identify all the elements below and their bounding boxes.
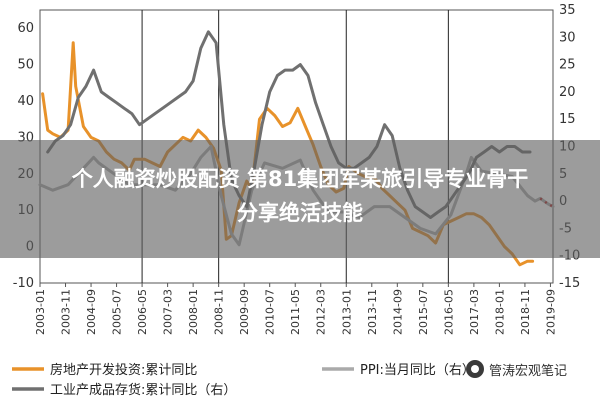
left-y-tick-6: 50 [17,58,34,73]
x-tick-label-18: 2018-01 [493,289,506,335]
x-tick-label-6: 2008-01 [187,289,200,335]
right-y-tick-10: 35 [559,3,576,18]
legend-label-0: 房地产开发投资:累计同比 [50,362,197,378]
banner-line-2: 分享绝活技能 [237,201,363,225]
x-tick-label-20: 2019-09 [544,289,557,335]
x-ticks: 2003-01 2003-11 2004-09 2005-07 2006-05 2007-… [34,283,557,335]
x-tick-label-17: 2017-03 [468,289,481,335]
x-tick-label-14: 2014-09 [391,289,404,335]
banner-text: 个人融资炒股配资 第81集团军某旅引导专业骨干 分享绝活技能 [10,162,590,230]
right-y-tick-0: -15 [559,276,580,291]
banner-line-1: 个人融资炒股配资 第81集团军某旅引导专业骨干 [71,167,529,191]
right-y-tick-9: 30 [559,30,576,45]
overlay-banner: 个人融资炒股配资 第81集团军某旅引导专业骨干 分享绝活技能 [0,140,600,258]
left-y-tick-5: 40 [17,94,34,109]
right-y-tick-8: 25 [559,58,576,73]
x-tick-label-7: 2008-11 [213,289,226,335]
watermark: 管涛宏观笔记 [466,358,568,380]
x-tick-label-11: 2012-03 [315,289,328,335]
right-y-tick-7: 20 [559,85,576,100]
wechat-icon [466,360,484,378]
x-tick-label-1: 2003-11 [60,289,73,335]
x-tick-label-8: 2009-09 [238,289,251,335]
legend: 房地产开发投资:累计同比 PPI:当月同比（右） 工业产成品存货:累计同比（右） [12,362,475,398]
x-tick-label-13: 2013-11 [366,289,379,335]
x-tick-label-10: 2011-05 [289,289,302,335]
x-tick-label-5: 2007-03 [162,289,175,335]
left-y-tick-7: 60 [17,21,34,36]
right-y-tick-6: 15 [559,112,576,127]
x-tick-label-3: 2005-07 [111,289,124,335]
x-tick-label-16: 2016-05 [442,289,455,335]
x-tick-label-15: 2015-07 [417,289,430,335]
x-tick-label-12: 2013-01 [340,289,353,335]
x-tick-label-4: 2006-05 [136,289,149,335]
x-tick-label-19: 2018-11 [519,289,532,335]
x-tick-label-2: 2004-09 [85,289,98,335]
watermark-text: 管涛宏观笔记 [489,363,568,379]
left-y-tick-0: -10 [13,276,34,291]
x-tick-label-0: 2003-01 [34,289,47,335]
legend-label-2: 工业产成品存货:累计同比（右） [50,382,236,398]
x-tick-label-9: 2010-07 [264,289,277,335]
legend-label-1: PPI:当月同比（右） [360,363,475,378]
